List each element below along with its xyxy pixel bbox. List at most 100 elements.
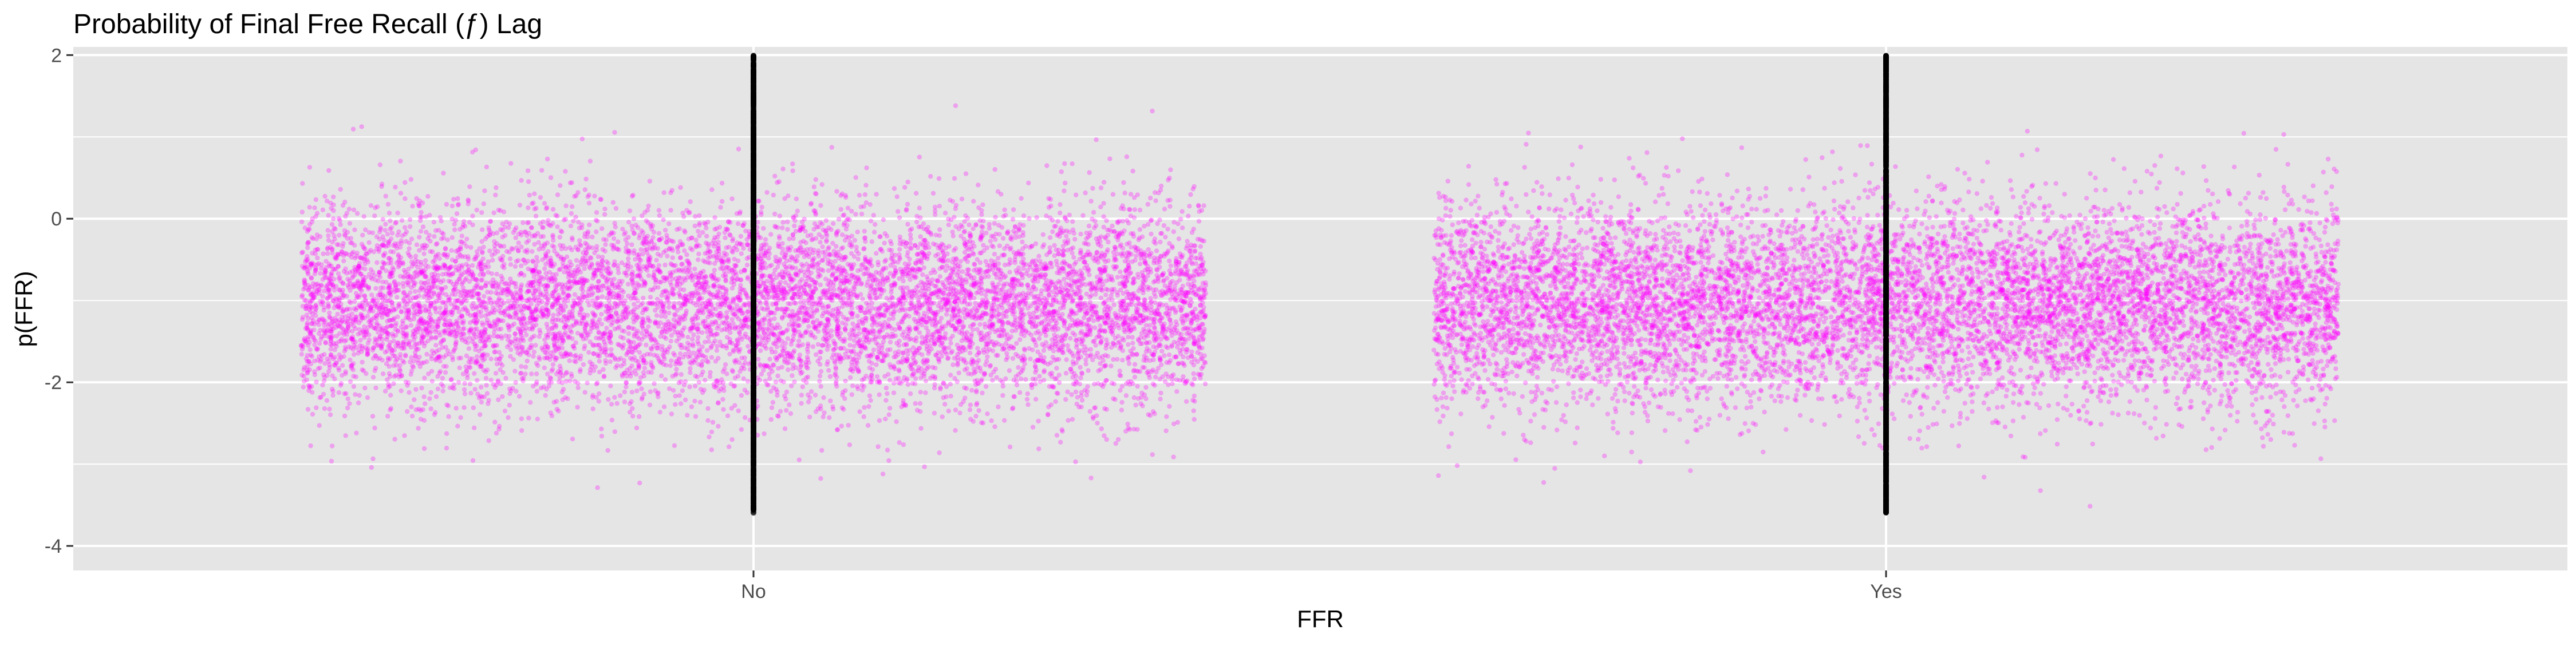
jitter-point	[507, 402, 512, 408]
jitter-point	[921, 226, 926, 232]
jitter-point	[1101, 214, 1106, 219]
jitter-point	[621, 335, 626, 341]
jitter-point	[508, 262, 514, 267]
jitter-point	[638, 375, 644, 380]
jitter-point	[704, 233, 709, 239]
jitter-point	[1098, 185, 1104, 191]
jitter-point	[944, 277, 949, 282]
jitter-point	[534, 371, 539, 376]
jitter-point	[1121, 180, 1126, 185]
jitter-point	[408, 177, 414, 182]
jitter-point	[759, 318, 765, 323]
jitter-point	[401, 339, 407, 344]
jitter-point	[1007, 270, 1012, 275]
jitter-point	[850, 383, 855, 389]
jitter-point	[492, 419, 498, 425]
jitter-point	[735, 221, 741, 227]
jitter-point	[1168, 263, 1174, 268]
jitter-point	[516, 240, 521, 245]
jitter-point	[500, 221, 505, 227]
jitter-point	[1064, 357, 1069, 362]
jitter-point	[1196, 204, 1201, 209]
jitter-point	[883, 398, 889, 403]
jitter-point	[973, 414, 979, 419]
jitter-point	[983, 292, 988, 298]
jitter-point	[345, 276, 350, 282]
jitter-point	[551, 244, 557, 249]
jitter-point	[471, 301, 476, 306]
jitter-point	[440, 272, 445, 277]
jitter-point	[755, 286, 760, 291]
jitter-point	[670, 255, 675, 260]
jitter-point	[789, 383, 794, 389]
jitter-point	[554, 406, 559, 412]
jitter-point	[383, 306, 388, 312]
jitter-point	[321, 308, 326, 313]
jitter-point	[818, 368, 824, 374]
jitter-point	[640, 395, 645, 401]
jitter-point	[646, 273, 652, 278]
jitter-point	[567, 328, 573, 333]
jitter-point	[336, 271, 341, 276]
jitter-point	[971, 226, 976, 231]
jitter-point	[309, 235, 314, 240]
jitter-point	[453, 406, 459, 411]
jitter-point	[838, 291, 843, 296]
jitter-point	[705, 322, 711, 328]
jitter-point	[1073, 260, 1079, 265]
jitter-point	[1054, 366, 1059, 371]
jitter-point	[401, 331, 407, 336]
jitter-point	[353, 314, 359, 319]
jitter-point	[1104, 218, 1109, 223]
jitter-point	[501, 288, 506, 293]
jitter-point	[815, 251, 820, 256]
jitter-point	[1153, 198, 1158, 203]
jitter-point	[1035, 306, 1041, 311]
jitter-point	[1129, 302, 1134, 307]
jitter-point	[831, 221, 836, 226]
jitter-point	[1033, 343, 1039, 348]
jitter-point	[887, 406, 893, 411]
jitter-point	[1107, 156, 1113, 161]
jitter-point	[421, 446, 427, 451]
jitter-point	[729, 317, 735, 322]
jitter-point	[1000, 271, 1005, 276]
jitter-point	[609, 347, 614, 352]
jitter-point	[603, 242, 608, 247]
jitter-point	[729, 325, 735, 331]
jitter-point	[612, 130, 617, 135]
jitter-point	[996, 266, 1001, 271]
jitter-point	[637, 363, 642, 368]
jitter-point	[1020, 246, 1025, 251]
jitter-point	[429, 379, 435, 384]
jitter-point	[944, 394, 949, 399]
jitter-point	[609, 322, 614, 328]
jitter-point	[456, 201, 461, 207]
jitter-point	[672, 443, 677, 448]
jitter-point	[923, 378, 929, 383]
jitter-point	[642, 366, 648, 371]
jitter-point	[874, 251, 879, 256]
jitter-point	[493, 371, 499, 376]
jitter-point	[914, 252, 920, 257]
jitter-point	[612, 221, 617, 226]
jitter-point	[1075, 395, 1080, 400]
jitter-point	[559, 286, 565, 292]
jitter-point	[1192, 376, 1197, 382]
jitter-point	[1127, 302, 1132, 307]
jitter-point	[707, 260, 712, 265]
jitter-point	[917, 401, 923, 406]
jitter-point	[677, 294, 683, 299]
jitter-point	[1072, 332, 1078, 338]
jitter-point	[472, 425, 477, 430]
jitter-point	[836, 216, 842, 222]
jitter-point	[1087, 409, 1093, 414]
jitter-point	[879, 269, 885, 274]
jitter-point	[817, 379, 822, 384]
jitter-point	[301, 385, 306, 390]
jitter-point	[512, 264, 518, 269]
jitter-point	[987, 364, 993, 369]
jitter-point	[800, 249, 806, 255]
jitter-point	[449, 376, 454, 382]
jitter-point	[894, 419, 899, 425]
